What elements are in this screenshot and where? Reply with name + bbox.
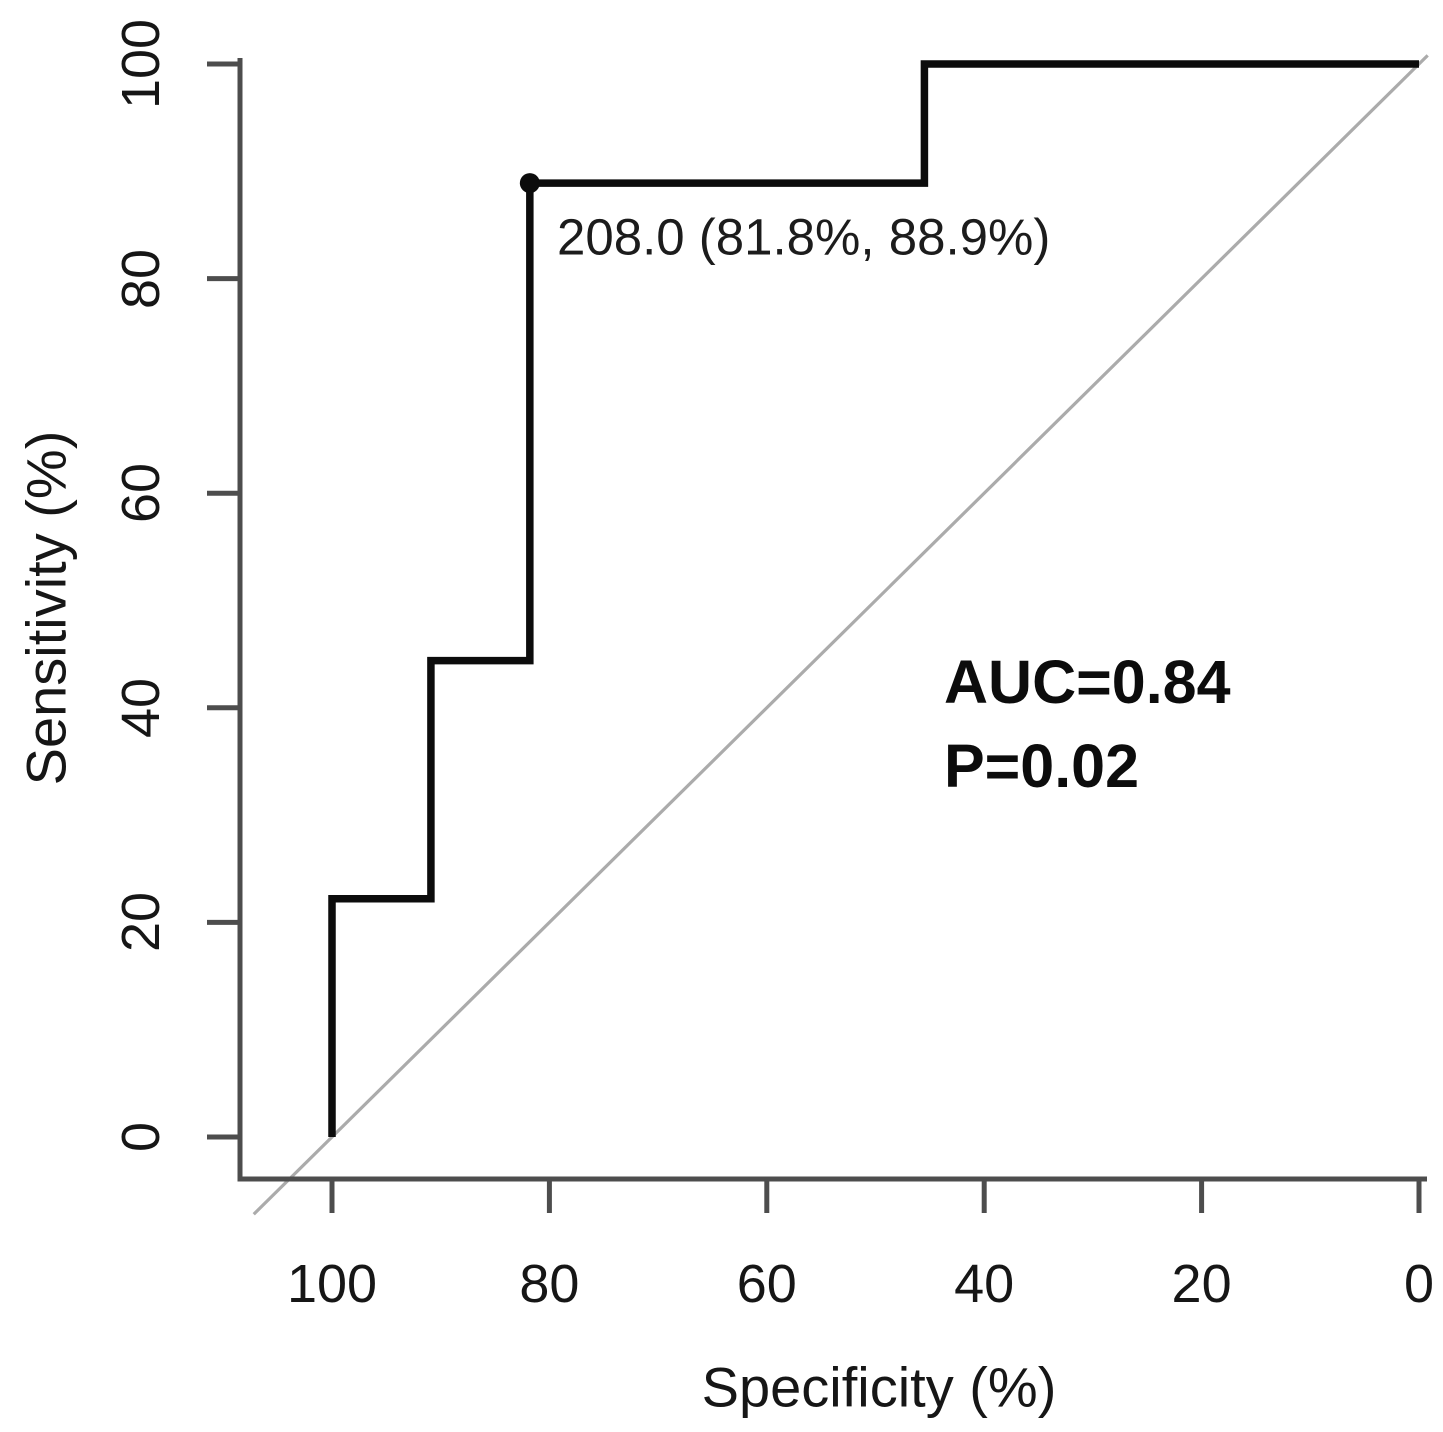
- y-tick-label: 40: [111, 677, 171, 738]
- x-tick-label: 60: [736, 1254, 797, 1314]
- y-tick-label: 0: [111, 1121, 171, 1153]
- auc-text: AUC=0.84: [944, 648, 1231, 716]
- y-tick-label: 100: [111, 18, 171, 110]
- p-value-text: P=0.02: [944, 732, 1140, 800]
- optimal-cutoff-marker: [519, 173, 540, 194]
- y-tick-label: 20: [111, 892, 171, 953]
- x-tick-label: 20: [1171, 1254, 1232, 1314]
- y-axis-title: Sensitivity (%): [14, 430, 78, 786]
- x-axis-title: Specificity (%): [701, 1355, 1057, 1419]
- cutoff-annotation: 208.0 (81.8%, 88.9%): [557, 208, 1051, 266]
- y-tick-label: 80: [111, 248, 171, 309]
- stats-annotation: AUC=0.84 P=0.02: [944, 640, 1231, 808]
- chance-diagonal-line: [252, 54, 1429, 1216]
- roc-curve-path: [328, 60, 1419, 1137]
- x-tick-label: 40: [954, 1254, 1015, 1314]
- x-tick-label: 80: [519, 1254, 580, 1314]
- y-tick-label: 60: [111, 463, 171, 524]
- x-tick-label: 0: [1403, 1254, 1435, 1314]
- x-tick-label: 100: [286, 1254, 378, 1314]
